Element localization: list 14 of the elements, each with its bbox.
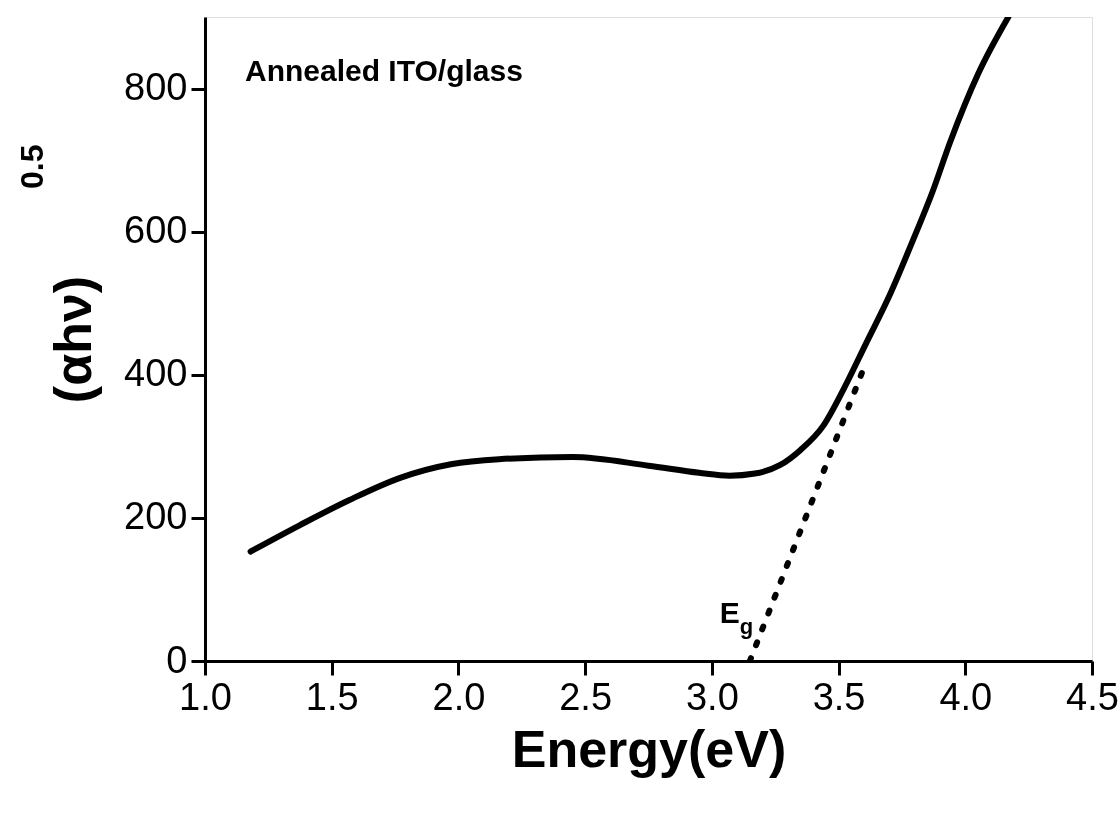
- y-tick-label: 600: [124, 209, 188, 252]
- x-tick-label: 1.5: [305, 675, 359, 718]
- y-tick-label: 800: [124, 66, 188, 109]
- annotation: Annealed ITO/glass: [245, 54, 523, 87]
- y-tick-label: 400: [124, 352, 188, 395]
- y-tick-label: 200: [124, 495, 188, 538]
- x-tick-label: 2.0: [432, 675, 486, 718]
- x-tick-label: 4.5: [1066, 675, 1119, 718]
- x-axis-title: Energy(eV): [511, 719, 787, 778]
- text: (αhν)0.5: [14, 144, 103, 404]
- x-tick-label: 4.0: [939, 675, 993, 718]
- x-tick-label: 3.0: [685, 675, 739, 718]
- x-tick-label: 3.5: [812, 675, 866, 718]
- x-tick-label: 2.5: [559, 675, 613, 718]
